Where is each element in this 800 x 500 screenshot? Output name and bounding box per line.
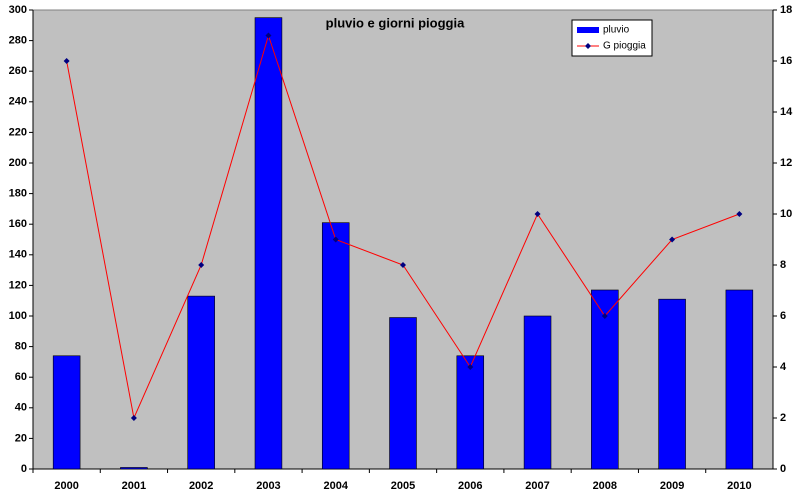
legend-box <box>571 19 653 57</box>
y2-tick-label: 4 <box>780 361 787 373</box>
x-tick-label: 2007 <box>525 480 549 492</box>
line-marker <box>534 211 541 217</box>
y2-tick-label: 14 <box>780 106 793 118</box>
y2-tick-label: 8 <box>780 259 786 271</box>
y2-tick-label: 2 <box>780 412 786 424</box>
x-tick-label: 2000 <box>54 480 78 492</box>
y-tick-label: 280 <box>9 35 27 47</box>
y-tick-label: 140 <box>9 249 27 261</box>
y2-tick-label: 6 <box>780 310 786 322</box>
x-tick-label: 2009 <box>660 480 684 492</box>
line-marker <box>130 415 137 421</box>
legend-label: pluvio <box>603 25 630 36</box>
y2-tick-label: 12 <box>780 157 792 169</box>
y-tick-label: 80 <box>15 341 27 353</box>
x-tick-label: 2008 <box>593 480 617 492</box>
x-tick-label: 2003 <box>256 480 280 492</box>
line-marker <box>63 58 70 64</box>
y-tick-label: 220 <box>9 126 27 138</box>
y2-tick-label: 18 <box>780 4 792 16</box>
line-marker <box>332 236 339 243</box>
x-tick-label: 2001 <box>122 480 146 492</box>
y2-tick-label: 10 <box>780 208 792 220</box>
bar <box>456 355 485 470</box>
y-tick-label: 60 <box>15 371 27 383</box>
x-tick-label: 2005 <box>391 480 415 492</box>
bar <box>725 289 754 470</box>
y-tick-label: 120 <box>9 279 27 291</box>
bar <box>591 289 619 470</box>
y-tick-label: 240 <box>9 96 27 108</box>
y2-tick-label: 0 <box>780 463 786 475</box>
x-tick-label: 2006 <box>458 480 482 492</box>
line-marker <box>400 262 406 268</box>
legend-swatch <box>577 27 599 33</box>
y-tick-label: 160 <box>9 218 27 230</box>
bar <box>523 315 552 470</box>
legend-label: G pioggia <box>603 41 646 52</box>
x-tick-label: 2010 <box>727 480 751 492</box>
line-marker <box>669 236 676 243</box>
x-tick-label: 2004 <box>323 480 348 492</box>
bar <box>120 467 148 470</box>
chart-title: pluvio e giorni pioggia <box>326 15 465 30</box>
y-tick-label: 100 <box>9 310 27 322</box>
bar <box>389 317 417 470</box>
y-tick-label: 300 <box>9 4 27 16</box>
bar <box>658 298 686 470</box>
y-tick-label: 180 <box>9 188 27 200</box>
y-tick-label: 260 <box>9 65 27 77</box>
legend-marker <box>585 43 591 49</box>
line-marker <box>736 211 743 217</box>
y-tick-label: 200 <box>9 157 27 169</box>
line-marker <box>601 313 608 319</box>
bar <box>321 222 350 470</box>
line-marker <box>467 364 474 370</box>
y-tick-label: 0 <box>21 463 27 475</box>
bar <box>52 355 81 470</box>
bar <box>254 17 283 470</box>
y-tick-label: 20 <box>15 432 27 444</box>
line-marker <box>265 32 272 39</box>
y-tick-label: 40 <box>15 402 27 414</box>
x-tick-label: 2002 <box>189 480 213 492</box>
y2-tick-label: 16 <box>780 55 792 67</box>
bar <box>187 295 215 470</box>
line-marker <box>198 262 205 268</box>
